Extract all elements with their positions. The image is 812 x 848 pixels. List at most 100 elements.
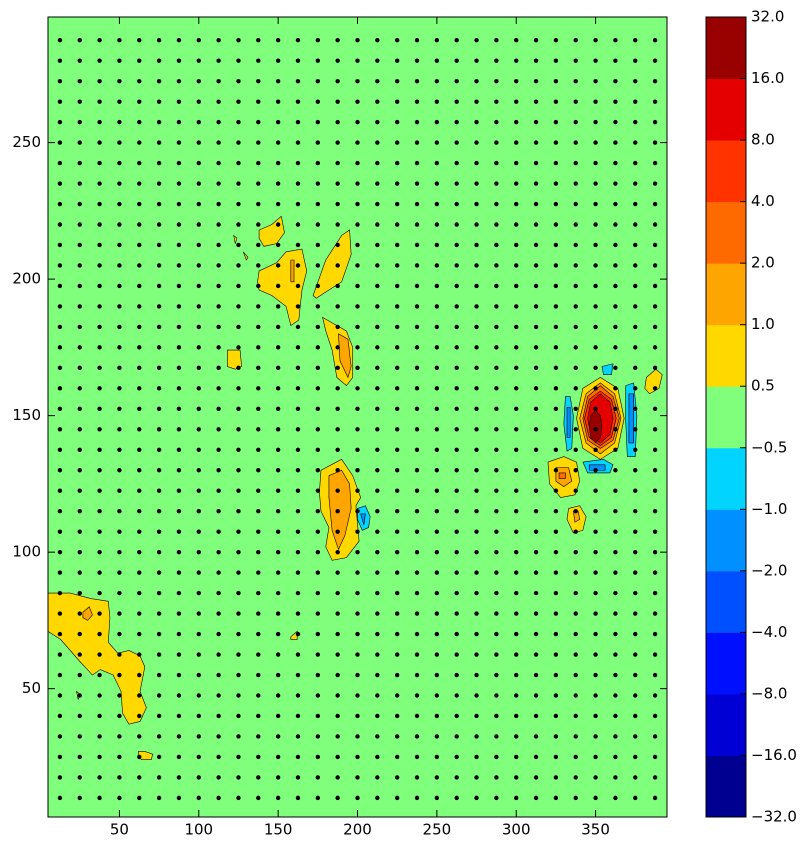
grid-point: [593, 283, 598, 289]
grid-point: [414, 468, 420, 473]
grid-point: [335, 58, 340, 63]
grid-point: [375, 570, 380, 575]
grid-point: [454, 672, 459, 678]
grid-point: [216, 283, 221, 289]
grid-point: [256, 242, 261, 248]
colorbar-band: [706, 17, 746, 80]
grid-point: [573, 58, 578, 63]
grid-point: [652, 263, 658, 268]
grid-point: [295, 324, 301, 330]
grid-point: [315, 795, 321, 801]
grid-point: [275, 119, 281, 125]
grid-point: [613, 324, 618, 330]
grid-point: [295, 427, 301, 432]
grid-point: [275, 160, 281, 166]
x-tick-label: 100: [184, 821, 213, 839]
grid-point: [97, 406, 102, 412]
grid-point: [474, 427, 479, 432]
grid-point: [533, 652, 539, 657]
grid-point: [156, 406, 162, 412]
grid-point: [454, 529, 459, 534]
grid-point: [355, 631, 360, 637]
grid-point: [137, 242, 142, 248]
grid-point: [295, 754, 301, 760]
grid-point: [514, 78, 519, 84]
grid-point: [593, 365, 598, 371]
grid-point: [176, 99, 182, 104]
grid-point: [454, 345, 459, 350]
grid-point: [414, 693, 420, 698]
grid-point: [375, 140, 380, 145]
grid-point: [196, 304, 201, 309]
grid-point: [236, 119, 241, 125]
grid-point: [474, 263, 479, 268]
grid-point: [454, 693, 459, 698]
grid-point: [633, 652, 638, 657]
grid-point: [196, 734, 201, 739]
grid-point: [77, 427, 82, 432]
grid-point: [474, 508, 479, 514]
grid-point: [156, 242, 162, 248]
grid-point: [77, 160, 82, 166]
grid-point: [176, 549, 182, 555]
grid-point: [315, 119, 321, 125]
grid-point: [414, 734, 420, 739]
grid-point: [454, 283, 459, 289]
grid-point: [176, 611, 182, 616]
grid-point: [394, 78, 400, 84]
grid-point: [414, 406, 420, 412]
grid-point: [256, 508, 261, 514]
grid-point: [335, 386, 340, 391]
grid-point: [236, 140, 241, 145]
grid-point: [474, 447, 479, 452]
grid-point: [474, 386, 479, 391]
grid-point: [137, 795, 142, 801]
grid-point: [414, 488, 420, 493]
grid-point: [176, 488, 182, 493]
grid-point: [275, 570, 281, 575]
grid-point: [196, 447, 201, 452]
grid-point: [77, 775, 82, 780]
grid-point: [434, 734, 440, 739]
grid-point: [77, 201, 82, 207]
grid-point: [633, 590, 638, 596]
grid-point: [236, 324, 241, 330]
grid-point: [57, 140, 63, 145]
grid-point: [474, 734, 479, 739]
grid-point: [454, 427, 459, 432]
grid-point: [117, 529, 122, 534]
grid-point: [57, 160, 63, 166]
grid-point: [97, 386, 102, 391]
grid-point: [613, 365, 618, 371]
grid-point: [633, 119, 638, 125]
grid-point: [77, 713, 82, 719]
grid-point: [137, 447, 142, 452]
grid-point: [117, 590, 122, 596]
grid-point: [97, 345, 102, 350]
grid-point: [454, 611, 459, 616]
grid-point: [652, 99, 658, 104]
grid-point: [295, 345, 301, 350]
grid-point: [236, 652, 241, 657]
grid-point: [216, 345, 221, 350]
grid-point: [494, 508, 499, 514]
grid-point: [553, 754, 559, 760]
grid-point: [117, 795, 122, 801]
grid-point: [633, 713, 638, 719]
grid-point: [355, 263, 360, 268]
grid-point: [652, 365, 658, 371]
grid-point: [514, 468, 519, 473]
grid-point: [256, 693, 261, 698]
grid-point: [57, 631, 63, 637]
grid-point: [633, 386, 638, 391]
grid-point: [236, 181, 241, 186]
grid-point: [434, 181, 440, 186]
grid-point: [97, 590, 102, 596]
grid-point: [137, 590, 142, 596]
grid-point: [474, 611, 479, 616]
grid-point: [117, 611, 122, 616]
grid-point: [335, 427, 340, 432]
grid-point: [454, 201, 459, 207]
grid-point: [414, 201, 420, 207]
grid-point: [295, 242, 301, 248]
